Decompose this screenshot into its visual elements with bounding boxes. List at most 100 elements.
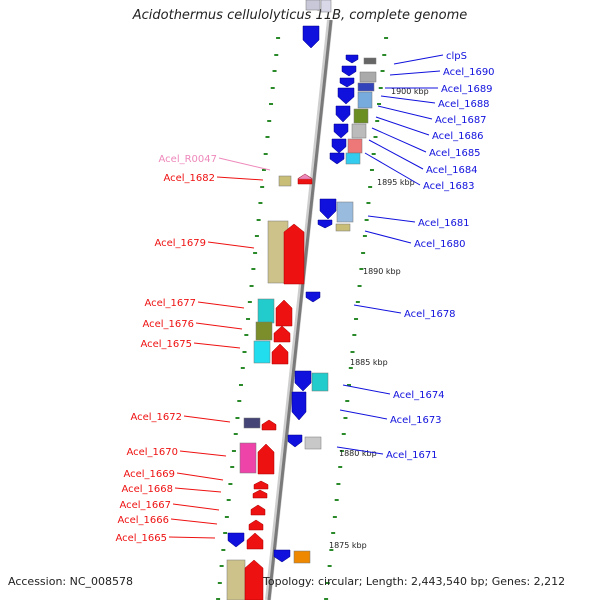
- gene-label: Acel_1667: [119, 500, 171, 511]
- label-leader: [197, 301, 245, 309]
- topology-text: Topology: circular; Length: 2,443,540 bp…: [263, 575, 566, 588]
- gene-label: Acel_1678: [404, 309, 456, 320]
- gene-label: Acel_1677: [144, 298, 196, 309]
- gene-arrow: [273, 549, 291, 563]
- label-leader: [393, 54, 444, 65]
- gene-arrow: [302, 25, 320, 49]
- label-leader: [216, 176, 264, 181]
- label-leader: [377, 105, 433, 120]
- gene-label: Acel_1685: [429, 148, 481, 159]
- label-leader: [168, 536, 216, 539]
- label-leader: [364, 230, 412, 244]
- gene-arrow: [337, 87, 355, 105]
- label-leader: [336, 446, 384, 455]
- feature-block: [357, 82, 375, 92]
- gene-label: Acel_1674: [393, 390, 445, 401]
- map-title: Acidothermus cellulolyticus 11B, complet…: [132, 8, 468, 23]
- kbp-label: 1875 kbp: [329, 541, 367, 550]
- label-leader: [364, 152, 421, 186]
- gene-label: Acel_1676: [142, 319, 194, 330]
- gene-arrow: [319, 198, 337, 220]
- feature-block: [335, 223, 351, 232]
- gene-label: Acel_1681: [418, 218, 470, 229]
- label-leader: [342, 384, 391, 395]
- label-leader: [389, 70, 441, 76]
- feature-block: [345, 152, 361, 165]
- feature-block: [353, 108, 369, 124]
- feature-block: [293, 550, 311, 564]
- label-leader: [193, 342, 241, 349]
- feature-block: [226, 559, 246, 600]
- gene-arrow: [227, 532, 245, 548]
- feature-block: [359, 71, 377, 83]
- feature-block: [253, 340, 271, 364]
- gene-labels: clpS Acel_1690 Acel_1689 Acel_1688 Acel_1687…: [115, 51, 494, 544]
- feature-block: [278, 175, 292, 187]
- gene-arrow: [244, 559, 264, 600]
- gene-label: Acel_1675: [140, 339, 192, 350]
- gene-label: Acel_1683: [423, 181, 475, 192]
- label-leader: [371, 127, 427, 153]
- feature-block: [363, 57, 377, 65]
- feature-block: [351, 123, 367, 139]
- label-leader: [368, 139, 424, 170]
- feature-block: [357, 91, 373, 109]
- gene-arrow: [341, 65, 357, 77]
- kbp-label: 1880 kbp: [339, 449, 377, 458]
- feature-block: [347, 138, 363, 154]
- label-leader: [218, 157, 271, 171]
- gene-label: Acel_1689: [441, 84, 493, 95]
- kbp-label: 1900 kbp: [391, 87, 429, 96]
- gene-label: Acel_1686: [432, 131, 484, 142]
- gene-label: Acel_1671: [386, 450, 438, 461]
- gene-label: Acel_1680: [414, 239, 466, 250]
- gene-arrow: [305, 291, 321, 303]
- gene-label: Acel_1672: [130, 412, 182, 423]
- gene-arrow: [335, 105, 351, 123]
- gene-arrow: [273, 325, 291, 343]
- label-leader: [375, 116, 430, 136]
- gene-arrow: [317, 219, 333, 229]
- gene-arrow: [283, 223, 305, 285]
- gene-label: Acel_1682: [163, 173, 215, 184]
- gene-arrow: [246, 532, 264, 550]
- kbp-label: 1885 kbp: [350, 358, 388, 367]
- gene-label: Acel_1665: [115, 533, 167, 544]
- gene-arrow: [329, 152, 345, 165]
- gene-label: Acel_1690: [443, 67, 495, 78]
- gene-label: Acel_R0047: [159, 154, 218, 165]
- gene-arrows: [227, 25, 359, 600]
- gene-arrow: [339, 77, 355, 88]
- accession-text: Accession: NC_008578: [8, 575, 134, 588]
- label-leader: [170, 518, 218, 525]
- gene-arrow: [333, 123, 349, 139]
- feature-block: [257, 298, 275, 324]
- gene-arrow: [331, 138, 347, 154]
- feature-block: [255, 321, 273, 341]
- gene-arrow: [253, 480, 269, 490]
- gene-label: Acel_1688: [438, 99, 490, 110]
- feature-block: [336, 201, 354, 223]
- gene-arrow: [250, 504, 266, 516]
- feature-block: [305, 0, 321, 11]
- gene-arrow: [291, 391, 307, 421]
- rna-arrow: [297, 173, 313, 180]
- label-leader: [179, 450, 227, 457]
- label-leader: [339, 409, 388, 420]
- label-leader: [176, 472, 224, 481]
- feature-block: [239, 442, 257, 474]
- label-leader: [195, 322, 243, 330]
- feature-block: [311, 372, 329, 392]
- feature-block: [304, 436, 322, 450]
- genome-axis: [265, 19, 333, 600]
- feature-block: [243, 417, 261, 429]
- kbp-ticks: [216, 37, 389, 600]
- gene-label: clpS: [446, 51, 467, 62]
- gene-label: Acel_1668: [121, 484, 173, 495]
- gene-arrow: [261, 419, 277, 431]
- label-leader: [207, 241, 255, 249]
- gene-label: Acel_1666: [117, 515, 169, 526]
- kbp-labels: 1900 kbp 1895 kbp 1890 kbp 1885 kbp 1880 kbp…: [329, 87, 429, 550]
- label-leader: [174, 487, 222, 493]
